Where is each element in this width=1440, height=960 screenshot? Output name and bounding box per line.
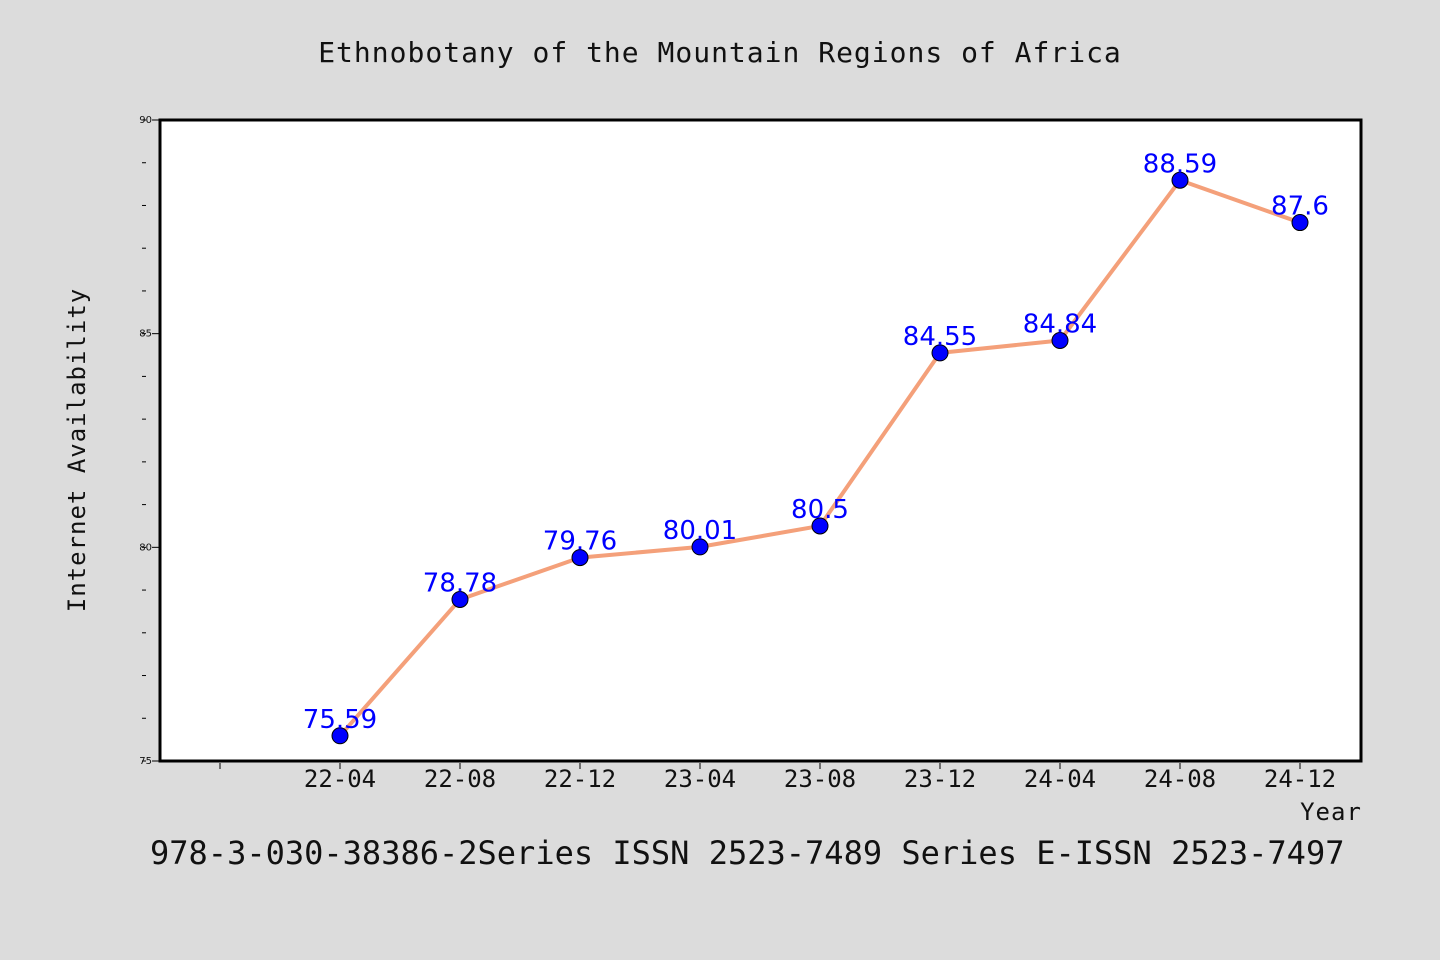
y-tick-label: 90 bbox=[139, 115, 152, 126]
x-tick-label: 22-12 bbox=[544, 765, 616, 793]
x-tick-label: 24-12 bbox=[1264, 765, 1336, 793]
data-point-marker bbox=[691, 538, 709, 556]
y-tick-label: 80 bbox=[139, 542, 152, 553]
data-point-marker bbox=[811, 517, 829, 535]
x-axis-label: Year bbox=[1300, 798, 1362, 826]
series-layer bbox=[331, 171, 1309, 745]
data-point-marker bbox=[1051, 332, 1069, 350]
data-label: 80.01 bbox=[663, 516, 737, 546]
data-point-marker bbox=[571, 549, 589, 567]
chart-title: Ethnobotany of the Mountain Regions of A… bbox=[318, 36, 1122, 69]
data-label: 84.55 bbox=[903, 322, 977, 352]
x-tick-label: 24-04 bbox=[1024, 765, 1096, 793]
x-tick-label: 23-12 bbox=[904, 765, 976, 793]
x-tick-label: 22-08 bbox=[424, 765, 496, 793]
y-tick-label: 85 bbox=[139, 329, 152, 340]
plot-area bbox=[160, 120, 1361, 761]
x-axis-ticks: 22-04 22-08 22-12 23-04 23-08 23-12 24-04 24-08… bbox=[219, 763, 1336, 793]
y-axis-label: Internet Availability bbox=[63, 288, 91, 612]
data-label: 80.5 bbox=[791, 495, 849, 525]
data-label: 75.59 bbox=[303, 705, 377, 735]
data-label: 84.84 bbox=[1023, 310, 1097, 340]
data-point-marker bbox=[451, 590, 469, 608]
data-point-marker bbox=[331, 727, 349, 745]
data-label: 78.78 bbox=[423, 568, 497, 598]
data-label: 88.59 bbox=[1143, 149, 1217, 179]
x-tick-label: 23-04 bbox=[664, 765, 736, 793]
data-label: 87.6 bbox=[1271, 192, 1329, 222]
data-label-layer: 75.59 78.78 79.76 80.01 80.5 84.55 84.84 88.59 8… bbox=[303, 149, 1329, 735]
data-point-marker bbox=[1291, 214, 1309, 232]
x-tick-label: 23-08 bbox=[784, 765, 856, 793]
y-tick-label: 75 bbox=[139, 756, 152, 767]
x-tick-label: 24-08 bbox=[1144, 765, 1216, 793]
data-point-marker bbox=[1171, 171, 1189, 189]
footer-isbn-text: 978-3-030-38386-2Series ISSN 2523-7489 S… bbox=[150, 834, 1344, 872]
plot-frame bbox=[158, 118, 1363, 763]
data-point-marker bbox=[931, 344, 949, 362]
x-tick-label: 22-04 bbox=[304, 765, 376, 793]
data-label: 79.76 bbox=[543, 527, 617, 557]
